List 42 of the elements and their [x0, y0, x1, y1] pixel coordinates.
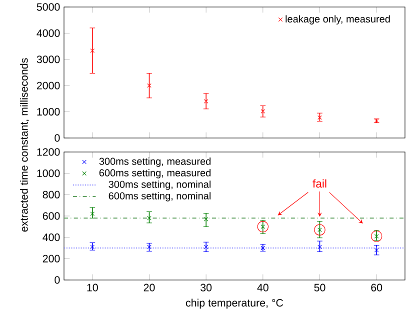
x-tick-label: 40	[257, 284, 268, 292]
y-axis-title: extracted time constant, milliseconds	[20, 58, 30, 232]
point	[257, 221, 269, 232]
point	[90, 48, 95, 53]
y-tick-label: 1000	[37, 170, 60, 178]
point	[318, 244, 322, 250]
y-tick-label: 0	[54, 134, 60, 142]
y-tick-label: 800	[42, 190, 60, 198]
point	[90, 212, 95, 216]
point	[204, 244, 208, 250]
point	[260, 109, 266, 114]
y-tick-label: 200	[42, 254, 60, 262]
point	[147, 216, 152, 220]
x-tick-label: 60	[371, 284, 382, 292]
point	[90, 244, 95, 250]
point	[204, 217, 208, 222]
point	[204, 99, 208, 104]
legend-label: 600ms setting, nominal	[108, 192, 210, 202]
x-tick-label: 10	[87, 284, 98, 292]
point	[370, 230, 382, 242]
legend-label: leakage only, measured	[286, 15, 390, 24]
annotation: fail	[312, 179, 326, 188]
point	[314, 224, 326, 236]
x-tick-label: 50	[314, 284, 326, 292]
y-tick-label: 5000	[36, 3, 60, 11]
y-tick-label: 4000	[36, 29, 60, 37]
y-tick-label: 1000	[37, 108, 60, 116]
point	[260, 246, 266, 250]
x-tick-label: 20	[144, 284, 155, 292]
point	[374, 248, 379, 252]
legend-label: 600ms setting, measured	[99, 169, 211, 178]
legend-label: 300ms setting, measured	[99, 158, 211, 167]
y-tick-label: 1200	[37, 148, 60, 156]
y-tick-label: 2000	[36, 82, 60, 90]
y-tick-label: 400	[42, 234, 60, 242]
y-tick-label: 0	[54, 276, 60, 284]
x-tick-label: 30	[200, 284, 212, 292]
legend-label: 300ms setting, nominal	[108, 180, 210, 190]
y-tick-label: 600	[42, 212, 60, 220]
x-axis-title: chip temperature, °C	[186, 298, 284, 309]
point	[147, 83, 152, 88]
y-tick-label: 3000	[36, 56, 60, 64]
